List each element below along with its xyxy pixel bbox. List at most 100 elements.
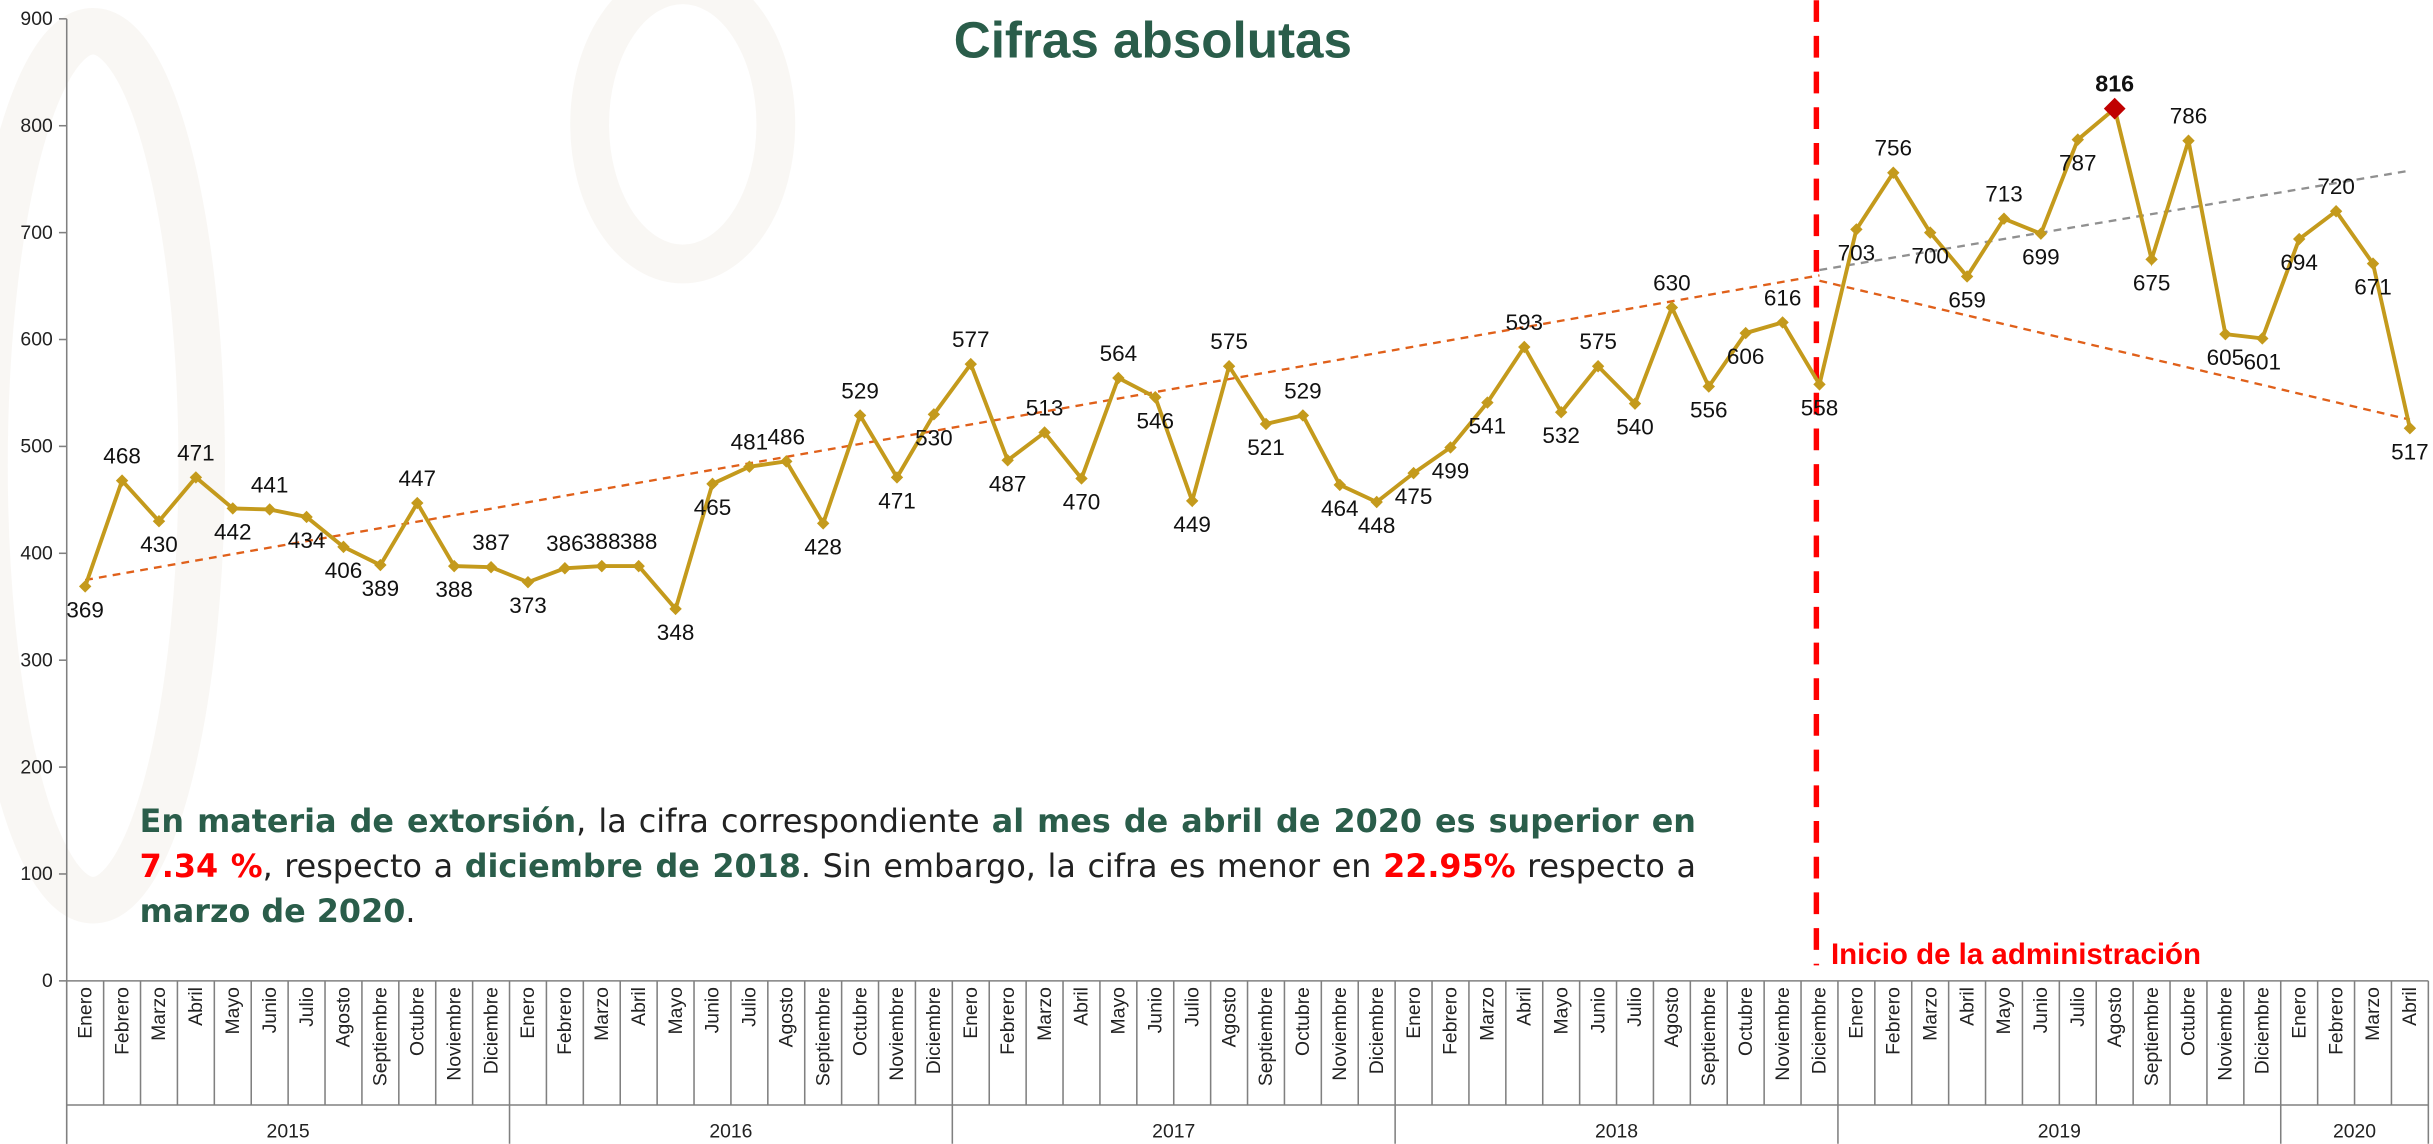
x-tick-label: Febrero — [554, 987, 576, 1055]
x-tick-label: Febrero — [1882, 987, 1904, 1055]
data-line — [85, 109, 2410, 609]
note-box: En materia de extorsión, la cifra corres… — [140, 799, 1696, 946]
data-label: 575 — [1579, 329, 1617, 354]
x-tick-label: Marzo — [2362, 987, 2384, 1041]
x-tick-label: Abril — [185, 987, 207, 1026]
data-point — [522, 576, 534, 588]
data-label: 675 — [2133, 270, 2171, 295]
data-label: 575 — [1210, 329, 1248, 354]
data-label: 816 — [2095, 71, 2134, 97]
data-label: 606 — [1727, 344, 1765, 369]
data-label: 470 — [1063, 490, 1101, 515]
data-label: 465 — [694, 495, 732, 520]
x-tick-label: Febrero — [111, 987, 133, 1055]
data-label: 388 — [620, 529, 658, 554]
data-point — [79, 580, 91, 592]
x-tick-label: Julio — [1624, 987, 1646, 1027]
x-tick-label: Julio — [2067, 987, 2089, 1027]
data-label: 468 — [103, 444, 141, 469]
x-tick-label: Noviembre — [2215, 987, 2237, 1081]
x-tick-label: Junio — [1587, 987, 1609, 1033]
x-tick-label: Diciembre — [1366, 987, 1388, 1074]
x-tick-label: Septiembre — [2141, 987, 2163, 1086]
data-label: 387 — [472, 530, 510, 555]
data-label: 529 — [1284, 378, 1322, 403]
note-text: diciembre de 2018 — [465, 847, 801, 884]
note-text: . Sin embargo, la cifra es menor en — [801, 847, 1383, 884]
data-label: 430 — [140, 532, 178, 557]
data-label: 756 — [1875, 136, 1913, 161]
x-tick-label: Mayo — [1550, 987, 1572, 1034]
data-label: 471 — [878, 488, 916, 513]
data-label: 630 — [1653, 270, 1691, 295]
x-tick-label: Marzo — [591, 987, 613, 1041]
data-label: 517 — [2391, 439, 2429, 464]
y-tick-label: 200 — [20, 756, 53, 778]
x-tick-label: Marzo — [1477, 987, 1499, 1041]
x-tick-label: Abril — [1956, 987, 1978, 1026]
data-label: 386 — [546, 531, 584, 556]
x-tick-label: Marzo — [1034, 987, 1056, 1041]
x-tick-label: Mayo — [665, 987, 687, 1034]
x-tick-label: Junio — [2030, 987, 2052, 1033]
data-point — [2035, 227, 2047, 239]
x-tick-label: Enero — [1846, 987, 1868, 1039]
x-tick-label: Septiembre — [1255, 987, 1277, 1086]
data-label: 481 — [731, 430, 769, 455]
y-tick-label: 800 — [20, 115, 53, 137]
data-label: 700 — [1911, 244, 1949, 269]
year-label: 2019 — [2038, 1121, 2081, 1143]
data-point — [2145, 253, 2157, 265]
year-label: 2015 — [267, 1121, 310, 1143]
data-label: 441 — [251, 472, 289, 497]
data-label: 556 — [1690, 398, 1728, 423]
data-label: 541 — [1469, 414, 1507, 439]
data-label: 671 — [2354, 275, 2392, 300]
data-label: 713 — [1985, 182, 2023, 207]
note-text: respecto a — [1516, 847, 1696, 884]
x-tick-label: Julio — [739, 987, 761, 1027]
x-tick-label: Julio — [296, 987, 318, 1027]
data-label: 558 — [1801, 395, 1839, 420]
data-label: 434 — [288, 528, 326, 553]
data-label: 373 — [509, 593, 547, 618]
x-tick-label: Abril — [628, 987, 650, 1026]
data-label: 499 — [1432, 459, 1470, 484]
note-text: . — [405, 892, 415, 929]
x-tick-label: Junio — [259, 987, 281, 1033]
data-label: 464 — [1321, 496, 1359, 521]
x-tick-label: Octubre — [1292, 987, 1314, 1056]
data-label: 577 — [952, 327, 990, 352]
x-tick-label: Agosto — [775, 987, 797, 1047]
data-label: 659 — [1948, 287, 1986, 312]
x-tick-label: Enero — [2288, 987, 2310, 1039]
data-label: 486 — [768, 424, 806, 449]
x-tick-label: Julio — [1181, 987, 1203, 1027]
note-text: 7.34 % — [140, 847, 263, 884]
x-tick-label: Abril — [2399, 987, 2421, 1026]
data-point — [596, 560, 608, 572]
note-text: 22.95% — [1383, 847, 1515, 884]
note-text: al mes de abril de 2020 es superior en — [992, 802, 1696, 839]
x-tick-label: Noviembre — [886, 987, 908, 1081]
data-label: 348 — [657, 620, 695, 645]
x-tick-label: Marzo — [148, 987, 170, 1041]
x-tick-label: Junio — [1144, 987, 1166, 1033]
note: En materia de extorsión, la cifra corres… — [140, 799, 1696, 934]
data-label: 471 — [177, 440, 215, 465]
data-point — [2182, 134, 2194, 146]
note-text: , la cifra correspondiente — [576, 802, 992, 839]
x-tick-label: Agosto — [2104, 987, 2126, 1047]
x-tick-label: Octubre — [406, 987, 428, 1056]
data-point — [2404, 422, 2416, 434]
data-label: 703 — [1838, 240, 1876, 265]
x-tick-label: Octubre — [1735, 987, 1757, 1056]
x-tick-label: Septiembre — [370, 987, 392, 1086]
x-tick-label: Octubre — [849, 987, 871, 1056]
data-label: 699 — [2022, 245, 2060, 270]
x-tick-label: Agosto — [1661, 987, 1683, 1047]
x-tick-label: Mayo — [1993, 987, 2015, 1034]
data-label: 546 — [1137, 408, 1175, 433]
data-point — [263, 503, 275, 515]
data-label: 786 — [2170, 104, 2208, 129]
